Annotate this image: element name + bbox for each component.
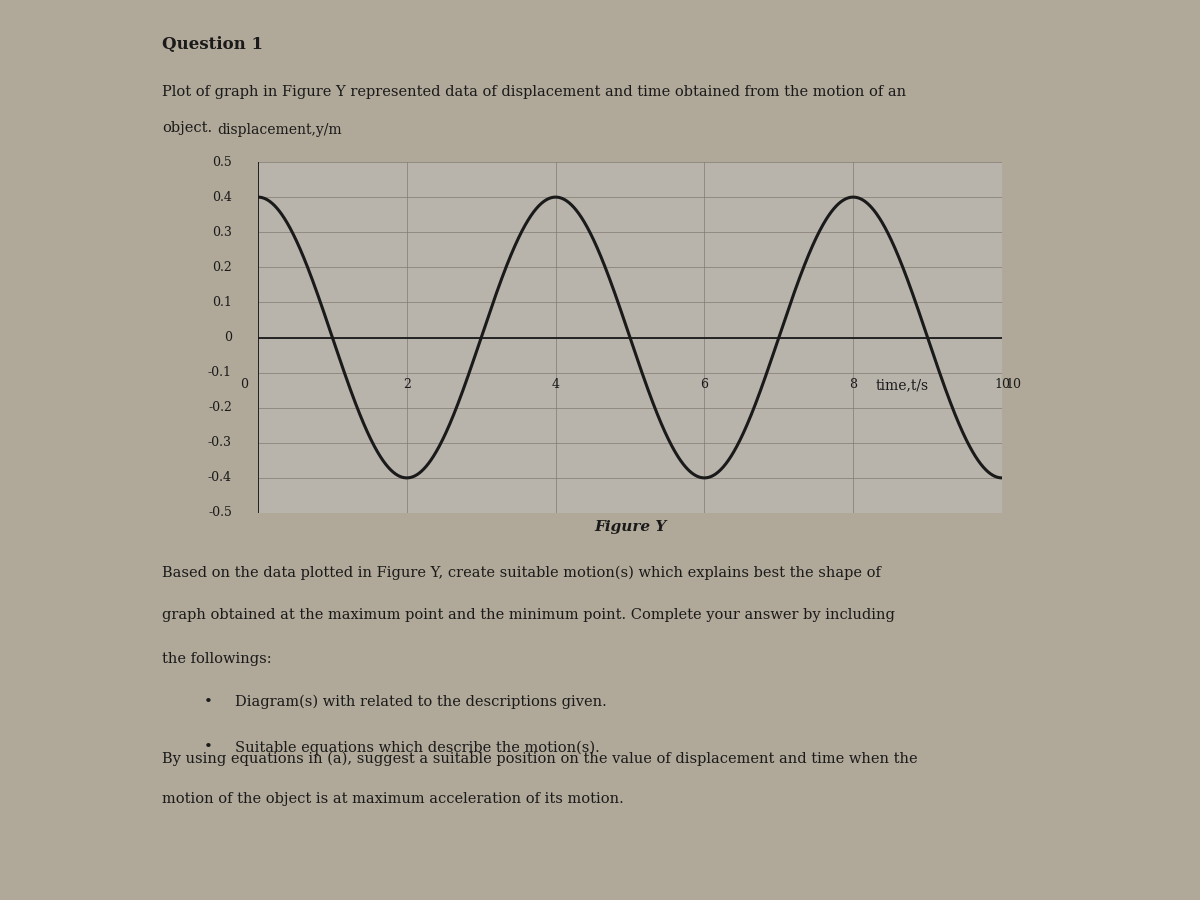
Text: graph obtained at the maximum point and the minimum point. Complete your answer : graph obtained at the maximum point and … xyxy=(162,608,895,623)
Text: Question 1: Question 1 xyxy=(162,37,263,53)
Text: 0: 0 xyxy=(224,331,232,344)
Text: 0.3: 0.3 xyxy=(212,226,232,239)
Text: Diagram(s) with related to the descriptions given.: Diagram(s) with related to the descripti… xyxy=(235,695,606,709)
Text: Suitable equations which describe the motion(s).: Suitable equations which describe the mo… xyxy=(235,740,600,754)
Text: -0.5: -0.5 xyxy=(208,507,232,519)
Text: displacement,y/m: displacement,y/m xyxy=(217,123,342,138)
Text: -0.2: -0.2 xyxy=(208,401,232,414)
Text: 0.5: 0.5 xyxy=(212,156,232,168)
Text: -0.1: -0.1 xyxy=(208,366,232,379)
Text: 0.1: 0.1 xyxy=(212,296,232,309)
Text: 4: 4 xyxy=(552,378,559,391)
Text: time,t/s: time,t/s xyxy=(876,378,929,392)
Text: motion of the object is at maximum acceleration of its motion.: motion of the object is at maximum accel… xyxy=(162,792,624,806)
Text: -0.3: -0.3 xyxy=(208,436,232,449)
Text: 0.4: 0.4 xyxy=(212,191,232,203)
Text: 2: 2 xyxy=(403,378,410,391)
Text: Plot of graph in Figure Y represented data of displacement and time obtained fro: Plot of graph in Figure Y represented da… xyxy=(162,85,906,99)
Text: 0.2: 0.2 xyxy=(212,261,232,274)
Text: the followings:: the followings: xyxy=(162,652,271,666)
Text: 6: 6 xyxy=(701,378,708,391)
Text: •: • xyxy=(204,740,212,754)
Text: 10: 10 xyxy=(994,378,1010,391)
Text: object.: object. xyxy=(162,121,212,135)
Text: 8: 8 xyxy=(850,378,857,391)
Text: 10: 10 xyxy=(1006,378,1021,391)
Text: 0: 0 xyxy=(241,378,248,391)
Text: -0.4: -0.4 xyxy=(208,472,232,484)
Text: •: • xyxy=(204,695,212,709)
Text: By using equations in (a), suggest a suitable position on the value of displacem: By using equations in (a), suggest a sui… xyxy=(162,752,918,766)
Text: Figure Y: Figure Y xyxy=(594,520,666,535)
Text: Based on the data plotted in Figure Y, create suitable motion(s) which explains : Based on the data plotted in Figure Y, c… xyxy=(162,565,881,580)
